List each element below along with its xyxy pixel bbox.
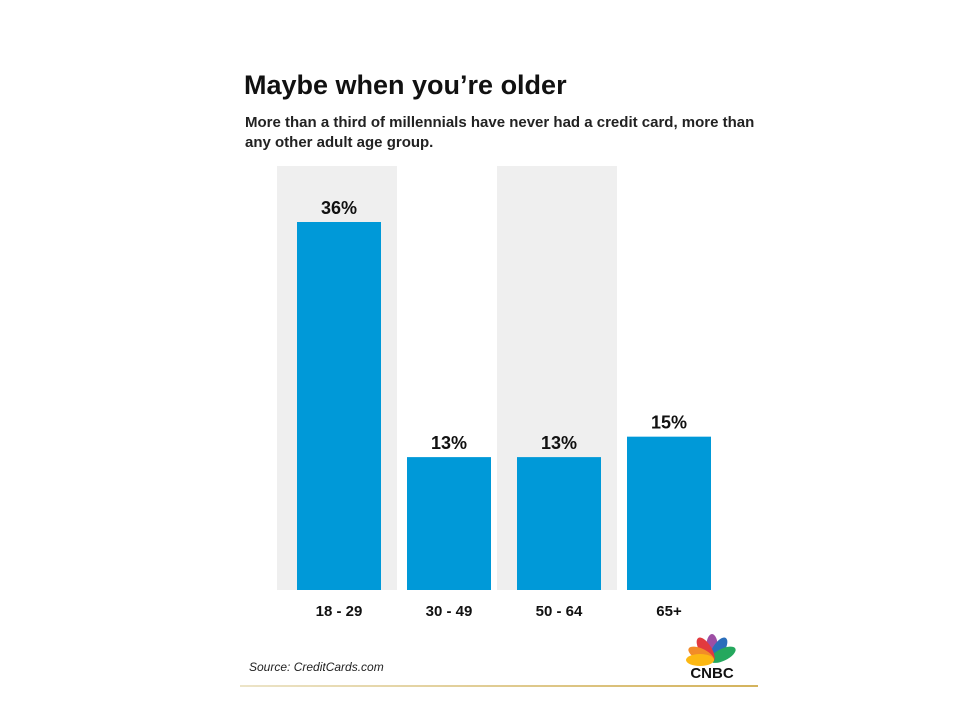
value-label-65: 15% xyxy=(651,413,687,433)
source-note: Source: CreditCards.com xyxy=(249,660,384,674)
peacock-icon xyxy=(686,634,736,666)
category-label-50-64: 50 - 64 xyxy=(536,603,583,620)
logo-wordmark: CNBC xyxy=(690,665,733,680)
bar-18-29 xyxy=(297,222,381,590)
bar-65 xyxy=(627,436,711,590)
value-label-50-64: 13% xyxy=(541,433,577,453)
category-label-18-29: 18 - 29 xyxy=(316,603,363,620)
chart-title: Maybe when you’re older xyxy=(244,70,567,100)
chart-subtitle: More than a third of millennials have ne… xyxy=(245,114,755,151)
bar-30-49 xyxy=(407,457,491,590)
value-labels-group: 36% 13% 13% 15% xyxy=(321,198,687,453)
cnbc-logo: CNBC xyxy=(686,634,736,680)
category-label-65: 65+ xyxy=(656,603,682,620)
bar-50-64 xyxy=(517,457,601,590)
footer-divider xyxy=(240,685,758,687)
value-label-18-29: 36% xyxy=(321,198,357,218)
category-label-30-49: 30 - 49 xyxy=(426,603,473,620)
bars-group xyxy=(297,222,711,590)
category-labels-group: 18 - 29 30 - 49 50 - 64 65+ xyxy=(316,603,682,620)
value-label-30-49: 13% xyxy=(431,433,467,453)
bar-chart: 36% 13% 13% 15% 18 - 29 30 - 49 50 - 64 65+ xyxy=(277,166,711,620)
